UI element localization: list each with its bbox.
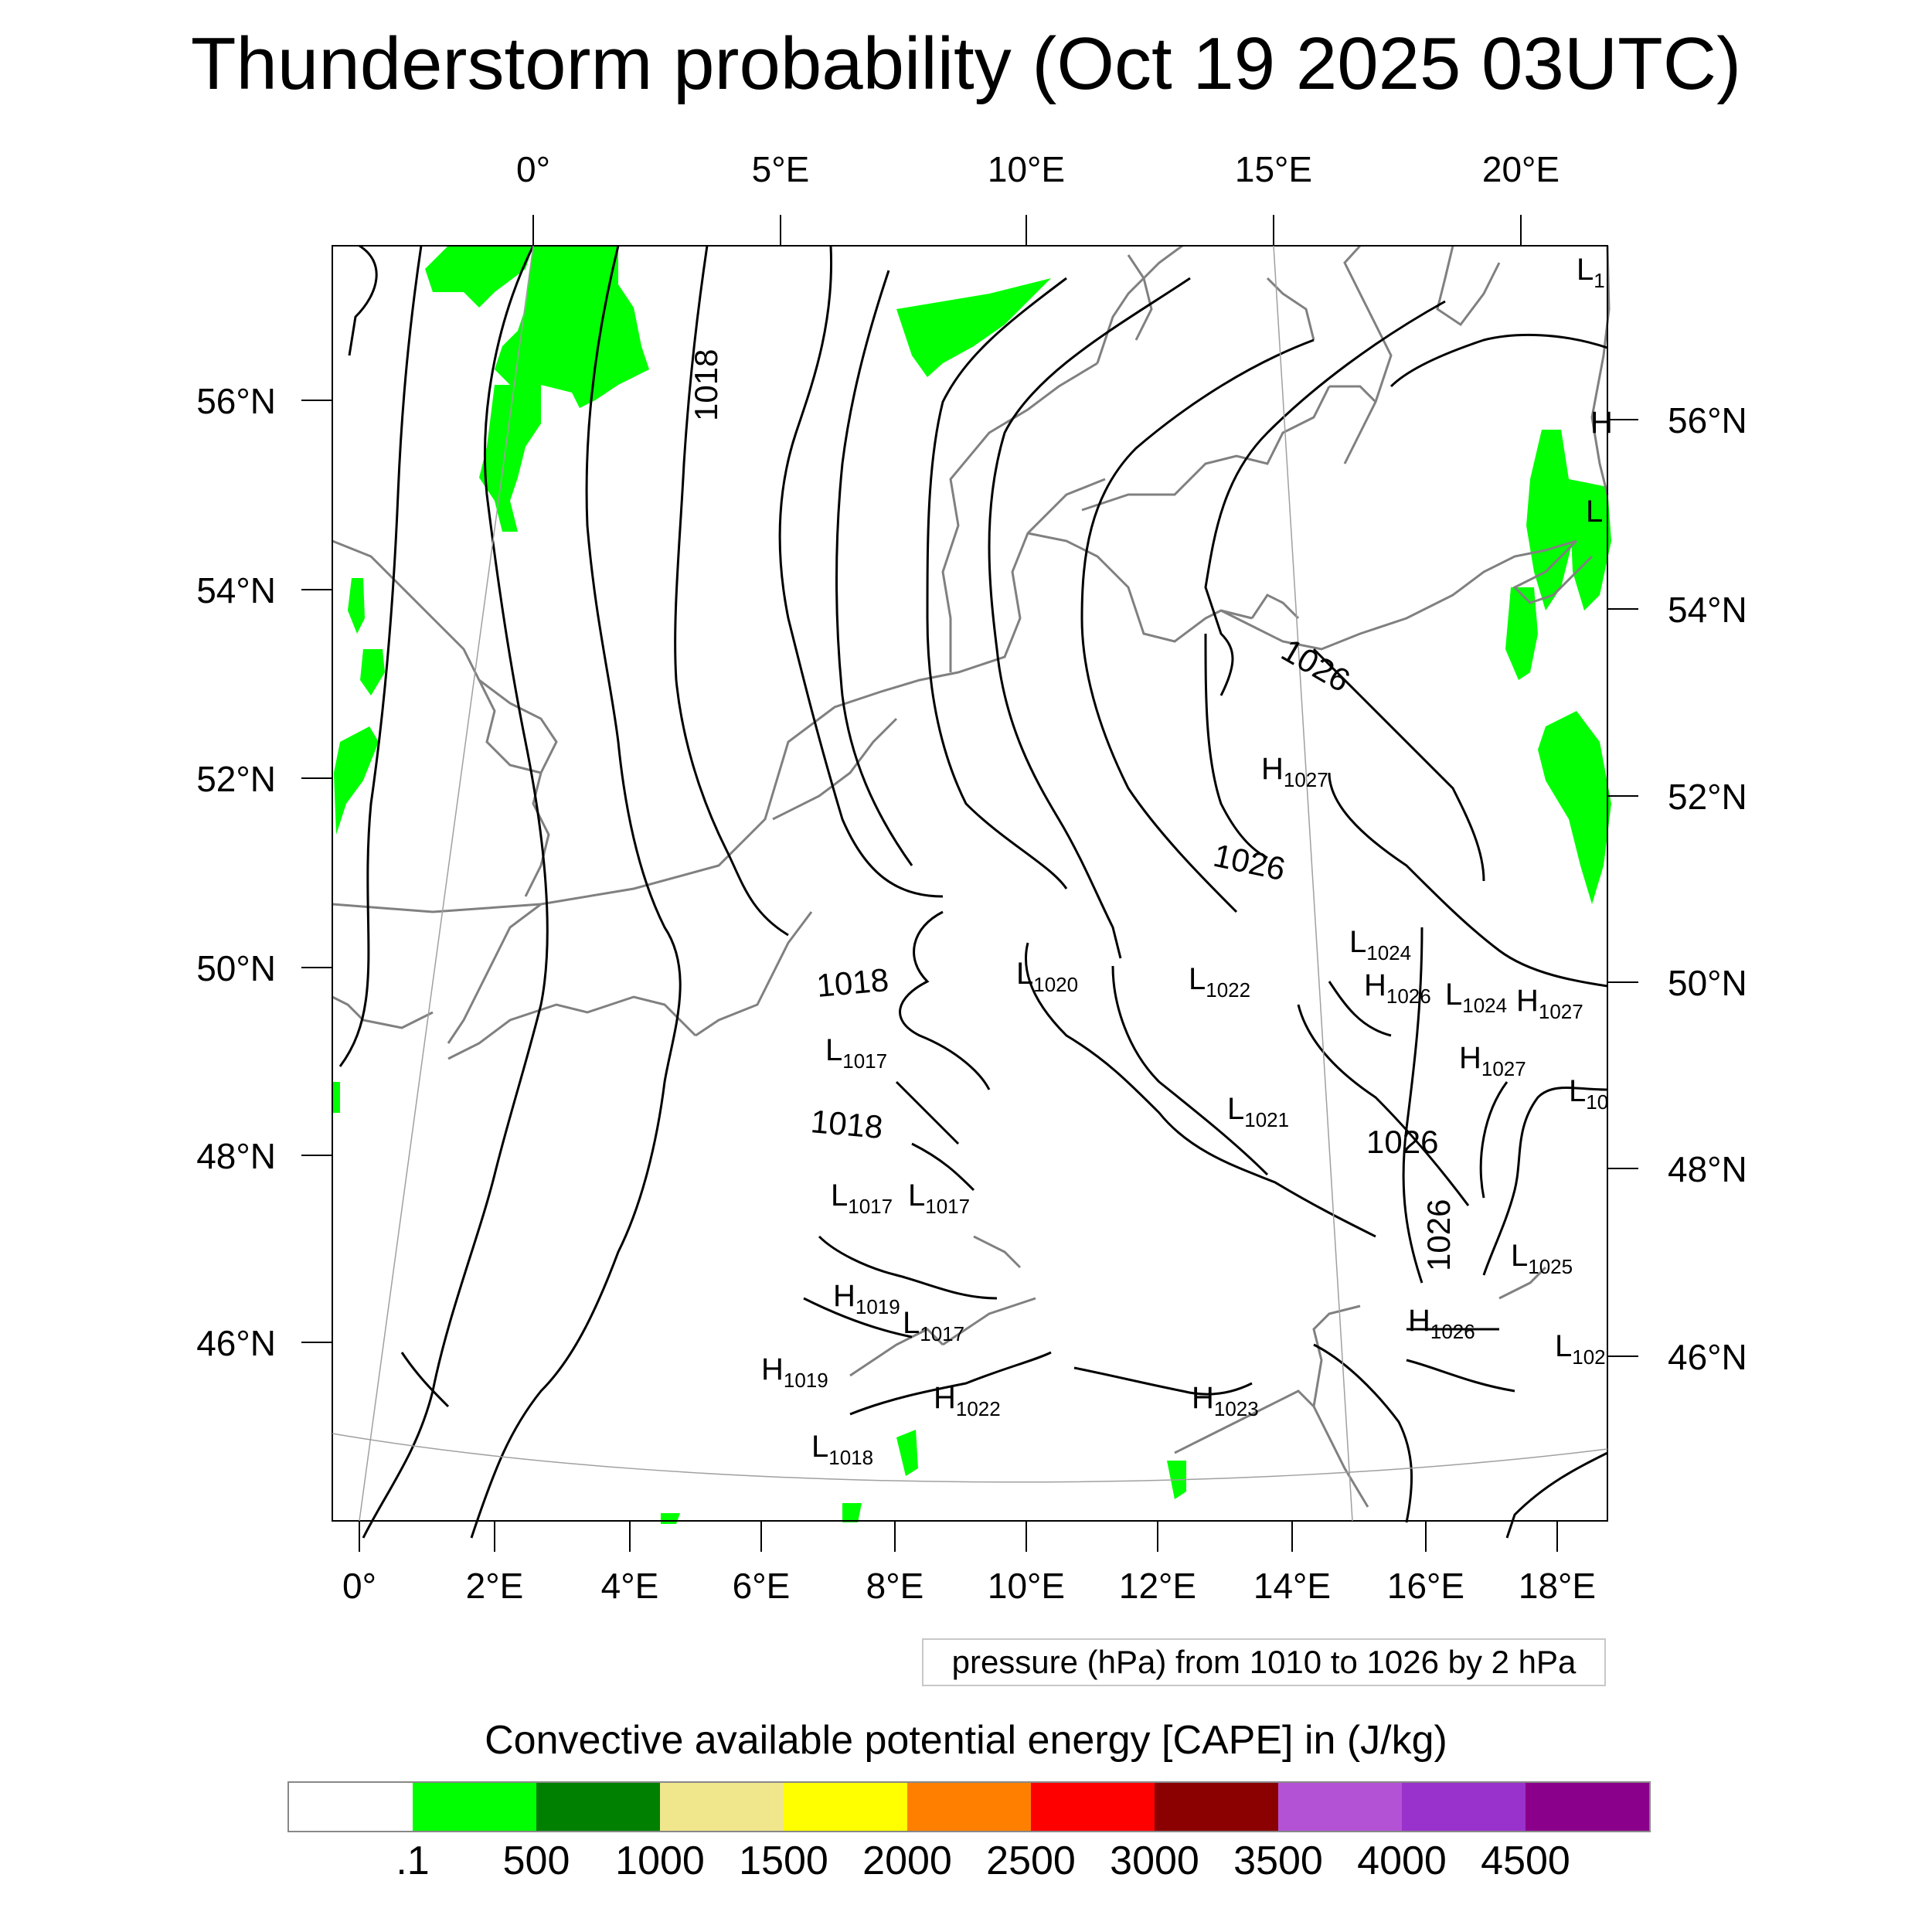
pressure-center: L1017 xyxy=(903,1306,964,1345)
right-lat-labels: 56°N 54°N 52°N 50°N 48°N 46°N xyxy=(1668,400,1747,1377)
isobar-labels: 1018 1018 1018 1026 1026 1026 1026 xyxy=(688,349,1457,1271)
right-lat-label: 48°N xyxy=(1668,1149,1747,1189)
colorbar-swatch xyxy=(660,1783,784,1831)
left-lat-label: 54°N xyxy=(196,570,276,611)
isobar-label: 1018 xyxy=(688,349,724,421)
pressure-center: H1027 xyxy=(1516,984,1583,1023)
colorbar-tick: 1500 xyxy=(739,1838,828,1883)
left-lat-label: 46°N xyxy=(196,1323,276,1363)
top-lon-label: 5°E xyxy=(752,149,810,189)
isobars xyxy=(338,244,1608,1539)
colorbar xyxy=(287,1781,1651,1832)
pressure-center: L1020 xyxy=(1016,957,1078,996)
colorbar-tick: 3000 xyxy=(1110,1838,1199,1883)
pressure-center: L1024 xyxy=(1445,978,1507,1017)
left-lat-label: 50°N xyxy=(196,948,276,988)
pressure-center: L102 xyxy=(1555,1329,1606,1369)
right-lat-label: 50°N xyxy=(1668,963,1747,1003)
colorbar-swatch xyxy=(1278,1783,1402,1831)
left-lat-label: 56°N xyxy=(196,381,276,421)
left-lat-labels: 56°N 54°N 52°N 50°N 48°N 46°N xyxy=(196,381,276,1363)
pressure-center: L1025 xyxy=(1511,1239,1573,1278)
colorbar-swatch xyxy=(1031,1783,1155,1831)
bottom-lon-labels: 0° 2°E 4°E 6°E 8°E 10°E 12°E 14°E 16°E 1… xyxy=(342,1566,1596,1606)
pressure-center: L1017 xyxy=(831,1179,893,1218)
pressure-center: L10 xyxy=(1569,1074,1608,1114)
pressure-center: L1021 xyxy=(1227,1092,1289,1131)
pressure-center: L1022 xyxy=(1189,962,1250,1002)
pressure-center: H1026 xyxy=(1364,968,1431,1008)
pressure-center: L xyxy=(1586,495,1603,529)
pressure-center: H1027 xyxy=(1459,1041,1526,1080)
bottom-lon-label: 2°E xyxy=(466,1566,524,1606)
graticule xyxy=(332,245,1608,1522)
isobar-label: 1026 xyxy=(1420,1199,1457,1271)
colorbar-tick: 2000 xyxy=(862,1838,952,1883)
plot-frame xyxy=(332,245,1608,1522)
bottom-lon-label: 8°E xyxy=(866,1566,924,1606)
pressure-center: L1024 xyxy=(1349,925,1411,964)
colorbar-swatch xyxy=(1526,1783,1649,1831)
bottom-lon-label: 12°E xyxy=(1119,1566,1196,1606)
pressure-center: H1022 xyxy=(934,1381,1001,1420)
top-lon-label: 20°E xyxy=(1482,149,1560,189)
colorbar-tick: 3500 xyxy=(1233,1838,1323,1883)
pressure-center: H1026 xyxy=(1408,1304,1475,1343)
pressure-center: L1018 xyxy=(811,1430,873,1469)
left-lat-label: 48°N xyxy=(196,1136,276,1176)
colorbar-swatch xyxy=(907,1783,1031,1831)
axis-ticks xyxy=(301,215,1638,1552)
colorbar-tick: 4500 xyxy=(1481,1838,1570,1883)
isobar-label: 1026 xyxy=(1366,1124,1438,1160)
right-lat-label: 54°N xyxy=(1668,590,1747,630)
bottom-lon-label: 4°E xyxy=(601,1566,659,1606)
colorbar-tick: 2500 xyxy=(986,1838,1076,1883)
colorbar-ticks: .1 500 1000 1500 2000 2500 3000 3500 400… xyxy=(0,1838,1932,1892)
pressure-center: L1017 xyxy=(908,1179,970,1218)
coastlines xyxy=(332,244,1611,1508)
pressure-center: H1023 xyxy=(1192,1381,1259,1420)
pressure-center: L1 xyxy=(1577,253,1605,292)
pressure-note: pressure (hPa) from 1010 to 1026 by 2 hP… xyxy=(922,1638,1606,1686)
pressure-center: H1019 xyxy=(833,1279,900,1318)
bottom-lon-label: 10°E xyxy=(988,1566,1065,1606)
bottom-lon-label: 16°E xyxy=(1387,1566,1464,1606)
right-lat-label: 46°N xyxy=(1668,1337,1747,1377)
colorbar-title: Convective available potential energy [C… xyxy=(485,1718,1447,1763)
colorbar-tick: .1 xyxy=(396,1838,430,1883)
top-lon-label: 10°E xyxy=(988,149,1065,189)
left-lat-label: 52°N xyxy=(196,759,276,799)
bottom-lon-label: 14°E xyxy=(1253,1566,1331,1606)
bottom-lon-label: 0° xyxy=(342,1566,376,1606)
colorbar-swatch xyxy=(1402,1783,1526,1831)
pressure-centers: L1 H L H1027 L1024 H1026 L1024 H1027 L10… xyxy=(761,253,1613,1469)
top-lon-label: 0° xyxy=(516,149,550,189)
isobar-label: 1026 xyxy=(1276,631,1356,699)
colorbar-swatch xyxy=(413,1783,536,1831)
pressure-center: H xyxy=(1590,406,1613,440)
colorbar-swatch xyxy=(536,1783,660,1831)
colorbar-tick: 1000 xyxy=(615,1838,705,1883)
colorbar-swatch xyxy=(784,1783,907,1831)
top-lon-label: 15°E xyxy=(1235,149,1312,189)
colorbar-swatch xyxy=(1155,1783,1278,1831)
isobar-label: 1018 xyxy=(809,1103,884,1145)
colorbar-tick: 500 xyxy=(502,1838,570,1883)
right-lat-label: 56°N xyxy=(1668,400,1747,440)
pressure-center: L1017 xyxy=(825,1033,887,1073)
bottom-lon-label: 6°E xyxy=(733,1566,791,1606)
right-lat-label: 52°N xyxy=(1668,777,1747,817)
cape-areas xyxy=(332,246,1611,1524)
chart-title: Thunderstorm probability (Oct 19 2025 03… xyxy=(190,22,1742,105)
pressure-center: H1027 xyxy=(1261,752,1328,791)
colorbar-swatch xyxy=(289,1783,413,1831)
isobar-label: 1018 xyxy=(815,961,890,1004)
bottom-lon-label: 18°E xyxy=(1519,1566,1596,1606)
top-lon-labels: 0° 5°E 10°E 15°E 20°E xyxy=(516,149,1560,189)
colorbar-tick: 4000 xyxy=(1357,1838,1447,1883)
isobar-label: 1026 xyxy=(1210,837,1288,887)
pressure-center: H1019 xyxy=(761,1352,828,1392)
